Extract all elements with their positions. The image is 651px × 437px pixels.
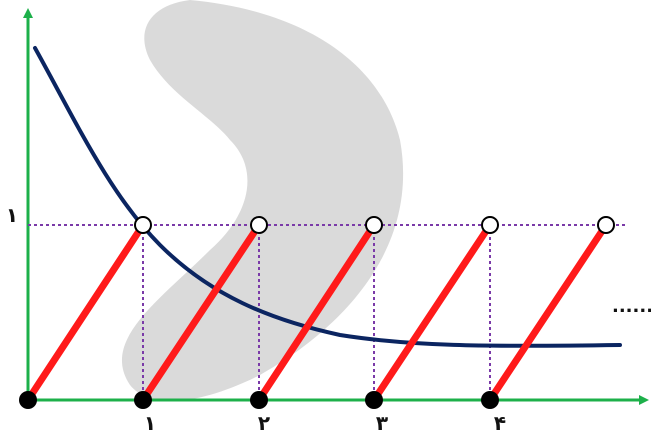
filled-marker-3 xyxy=(365,391,383,409)
filled-marker-1 xyxy=(134,391,152,409)
x-tick-label-2: ۲ xyxy=(258,411,270,435)
watermark-shape xyxy=(121,0,404,402)
filled-marker-0 xyxy=(19,391,37,409)
filled-marker-4 xyxy=(481,391,499,409)
x-tick-label-3: ۳ xyxy=(376,411,388,435)
open-marker-5 xyxy=(597,216,615,234)
sawtooth-segment-1 xyxy=(24,221,147,404)
sawtooth-segment-2 xyxy=(139,221,263,404)
open-marker-4 xyxy=(481,216,499,234)
filled-marker-2 xyxy=(250,391,268,409)
continuation-dots: ...... xyxy=(612,296,651,317)
sawtooth-segment-3 xyxy=(255,221,378,404)
open-marker-1 xyxy=(134,216,152,234)
y-tick-label: ۱ xyxy=(6,203,18,227)
decay-curve xyxy=(33,46,622,348)
sawtooth-segment-4 xyxy=(370,221,494,404)
sawtooth-segment-5 xyxy=(486,221,610,404)
open-marker-2 xyxy=(250,216,268,234)
x-tick-label-4: ۴ xyxy=(494,411,506,435)
x-tick-label-1: ۱ xyxy=(144,411,156,435)
open-marker-3 xyxy=(365,216,383,234)
